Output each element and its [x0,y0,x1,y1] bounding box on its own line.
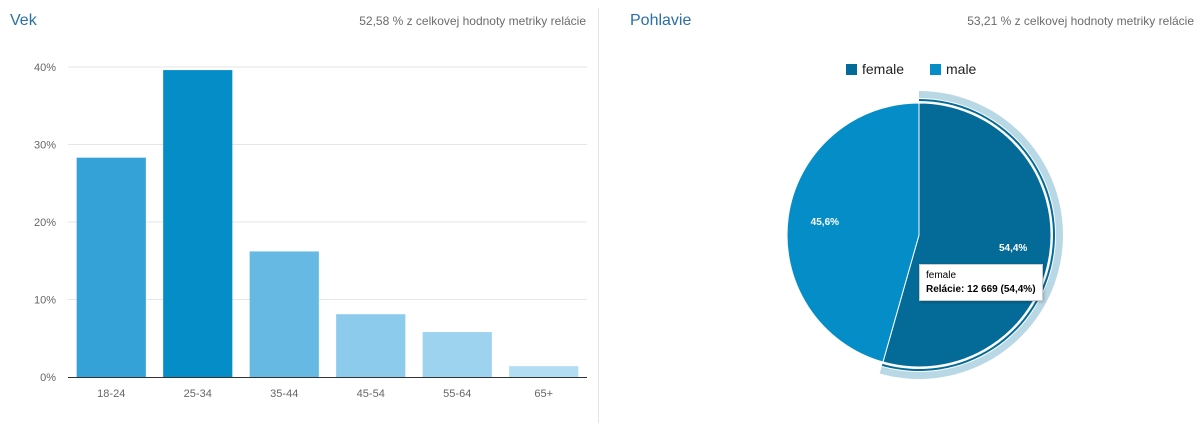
pie-tooltip: female Relácie: 12 669 (54,4%) [919,264,1043,301]
tooltip-metric-label: Relácie: [926,284,965,295]
age-panel: Vek 52,58 % z celkovej hodnoty metriky r… [0,0,598,426]
bar-55-64 [422,332,492,377]
gender-panel: Pohlavie 53,21 % z celkovej hodnoty metr… [622,0,1198,426]
age-bar-chart: 0% 10% 20% 30% 40% 18-24 25-34 35-44 45-54 55-64 6… [34,62,587,400]
legend-label-male: male [946,61,977,77]
y-tick-label: 30% [34,140,56,152]
y-tick-label: 0% [40,372,56,384]
x-tick-label: 65+ [534,388,553,400]
bar-65+ [509,366,579,377]
age-chart-subtitle: 52,58 % z celkovej hodnoty metriky relác… [359,14,586,28]
bar-35-44 [249,251,319,377]
legend-label-female: female [862,61,904,77]
bar-25-34 [163,70,233,377]
age-chart-title: Vek [10,12,37,29]
x-tick-label: 55-64 [443,388,471,400]
y-tick-label: 10% [34,295,56,307]
slice-label-male: 45,6% [811,217,839,228]
slice-label-female: 54,4% [999,243,1027,254]
bar-18-24 [76,157,146,377]
tooltip-category: female [926,270,957,281]
legend-swatch-male [930,64,941,75]
x-tick-label: 35-44 [270,388,298,400]
x-tick-label: 45-54 [357,388,385,400]
slice-male [786,102,920,363]
panel-divider [598,8,599,423]
x-tick-label: 25-34 [184,388,212,400]
legend-swatch-female [846,64,857,75]
tooltip-metric: Relácie: 12 669 (54,4%) [926,284,1036,295]
tooltip-metric-value: 12 669 (54,4%) [967,284,1036,295]
y-tick-label: 20% [34,217,56,229]
gender-pie-chart: female male 54,4% 45,6% [786,61,1063,379]
y-tick-label: 40% [34,62,56,74]
gender-chart-title: Pohlavie [630,12,692,29]
bar-45-54 [336,314,406,377]
x-tick-label: 18-24 [97,388,125,400]
gender-chart-subtitle: 53,21 % z celkovej hodnoty metriky relác… [967,14,1194,28]
